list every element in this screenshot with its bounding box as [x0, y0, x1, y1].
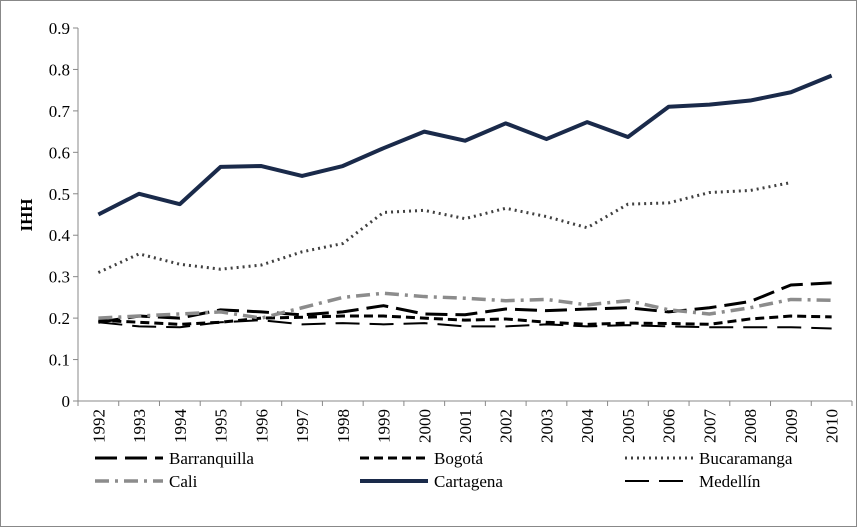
- legend-label: Bucaramanga: [699, 449, 793, 468]
- x-tick-label: 2004: [578, 409, 597, 444]
- series-line: [98, 291, 832, 320]
- x-tick-label: 1992: [89, 409, 108, 443]
- x-tick-label: 2002: [497, 409, 516, 443]
- legend-label: Barranquilla: [169, 449, 254, 468]
- series-line: [98, 281, 832, 324]
- y-tick-label: 0.7: [49, 102, 71, 121]
- x-tick-label: 1999: [375, 409, 394, 443]
- y-tick-label: 0.6: [49, 143, 70, 162]
- y-tick-label: 0.1: [49, 351, 70, 370]
- legend-label: Cali: [169, 472, 198, 491]
- y-tick-label: 0.3: [49, 268, 70, 287]
- x-tick-label: 2008: [741, 409, 760, 443]
- x-tick-label: 2003: [537, 409, 556, 443]
- x-tick-label: 1994: [171, 409, 190, 444]
- x-tick-label: 1997: [293, 409, 312, 444]
- y-tick-label: 0: [62, 392, 71, 411]
- y-tick-label: 0.4: [49, 226, 71, 245]
- x-tick-label: 2001: [456, 409, 475, 443]
- x-tick-label: 2005: [619, 409, 638, 443]
- x-tick-label: 2000: [415, 409, 434, 443]
- series-line: [98, 314, 832, 326]
- y-axis-label: IHH: [17, 198, 36, 231]
- series-line: [98, 319, 832, 330]
- x-tick-label: 1996: [252, 409, 271, 443]
- y-tick-label: 0.5: [49, 185, 70, 204]
- x-tick-label: 2009: [782, 409, 801, 443]
- legend-label: Medellín: [699, 472, 761, 491]
- x-tick-label: 1993: [130, 409, 149, 443]
- series-line: [97, 73, 833, 217]
- y-tick-label: 0.9: [49, 19, 70, 38]
- y-tick-label: 0.8: [49, 60, 70, 79]
- x-tick-label: 2007: [700, 409, 719, 444]
- x-tick-label: 1995: [212, 409, 231, 443]
- y-tick-label: 0.2: [49, 309, 70, 328]
- x-tick-label: 1998: [334, 409, 353, 443]
- x-tick-label: 2006: [660, 409, 679, 443]
- legend-label: Bogotá: [434, 449, 484, 468]
- legend-label: Cartagena: [434, 472, 503, 491]
- x-tick-label: 2010: [823, 409, 842, 443]
- series-line: [97, 181, 792, 274]
